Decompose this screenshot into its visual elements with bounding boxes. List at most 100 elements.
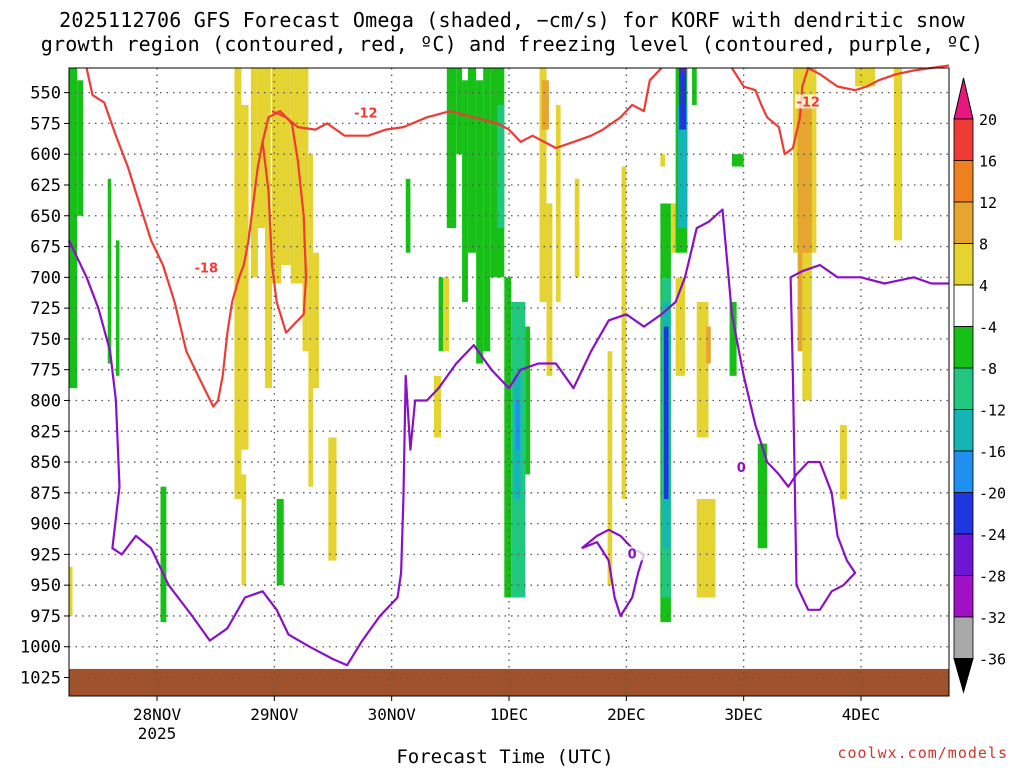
y-tick-label-775: 775 xyxy=(30,361,61,381)
grid xyxy=(69,68,949,696)
colorbar-label-10: -24 xyxy=(979,526,1006,544)
omega-cell-4 xyxy=(160,486,167,623)
omega-cell-53 xyxy=(660,154,666,167)
dendritic-snow-growth-far-right-label-bg xyxy=(795,94,822,109)
x-tick-sublabel-28NOV: 2025 xyxy=(138,724,177,743)
y-tick-label-725: 725 xyxy=(30,299,61,319)
colorbar-label-2: 12 xyxy=(979,194,997,212)
omega-cell-12 xyxy=(271,68,282,284)
colorbar-bin-4 xyxy=(953,243,974,286)
omega-cell-51 xyxy=(679,68,687,130)
omega-cell-19 xyxy=(276,498,284,586)
y-tick-label-1025: 1025 xyxy=(20,669,61,689)
omega-cell-41 xyxy=(574,178,580,278)
omega-cell-18 xyxy=(328,437,337,561)
title-line-2: growth region (contoured, red, ºC) and f… xyxy=(40,32,984,56)
omega-cell-0 xyxy=(69,68,78,389)
omega-cell-54 xyxy=(675,277,685,376)
colorbar-label-7: -12 xyxy=(979,402,1006,420)
title-line-1: 2025112706 GFS Forecast Omega (shaded, −… xyxy=(59,8,965,32)
y-tick-label-675: 675 xyxy=(30,238,61,258)
colorbar-bin-3 xyxy=(953,201,974,244)
credit-link[interactable]: coolwx.com/models xyxy=(837,744,1008,762)
colorbar-bottom-arrow xyxy=(953,658,974,694)
omega-cell-17 xyxy=(313,252,319,389)
omega-cell-50 xyxy=(677,104,688,229)
omega-cell-28 xyxy=(476,80,484,364)
colorbar-label-0: 20 xyxy=(979,111,997,129)
y-tick-label-600: 600 xyxy=(30,145,61,165)
x-axis-label: Forecast Time (UTC) xyxy=(396,746,614,768)
y-tick-label-550: 550 xyxy=(30,84,61,104)
colorbar-label-12: -32 xyxy=(979,609,1006,627)
omega-cell-14 xyxy=(290,68,303,284)
colorbar-label-6: -8 xyxy=(979,360,997,378)
y-tick-label-625: 625 xyxy=(30,176,61,196)
dendritic-snow-growth-right-label-bg xyxy=(352,105,379,120)
colorbar-label-9: -20 xyxy=(979,485,1006,503)
omega-cell-23 xyxy=(555,104,561,302)
y-tick-label-975: 975 xyxy=(30,607,61,627)
colorbar-bin-5 xyxy=(953,284,974,327)
y-tick-label-575: 575 xyxy=(30,114,61,134)
omega-cell-21 xyxy=(546,203,553,376)
omega-cell-62 xyxy=(757,443,768,549)
x-tick-label-30NOV: 30NOV xyxy=(368,705,417,724)
omega-cell-60 xyxy=(731,154,744,167)
x-tick-label-28NOV: 28NOV xyxy=(133,705,182,724)
colorbar-label-8: -16 xyxy=(979,443,1006,461)
omega-cell-5 xyxy=(69,566,73,616)
omega-cell-3 xyxy=(115,240,120,376)
colorbar-bin-1 xyxy=(953,118,974,161)
omega-cell-20 xyxy=(539,68,547,302)
omega-cell-39 xyxy=(433,375,441,438)
omega-cell-40 xyxy=(443,277,450,352)
omega-cell-47 xyxy=(663,326,669,499)
y-tick-label-650: 650 xyxy=(30,207,61,227)
y-tick-label-750: 750 xyxy=(30,330,61,350)
omega-cell-9 xyxy=(250,68,258,278)
omega-cell-2 xyxy=(107,178,112,364)
y-tick-label-875: 875 xyxy=(30,484,61,504)
colorbar-bin-2 xyxy=(953,160,974,203)
omega-cell-24 xyxy=(446,68,457,229)
x-tick-label-1DEC: 1DEC xyxy=(490,705,529,724)
colorbar-label-5: -4 xyxy=(979,319,997,337)
x-tick-label-29NOV: 29NOV xyxy=(250,705,299,724)
freezing-level xyxy=(68,208,949,667)
dendritic-snow-growth-far-right xyxy=(730,64,950,156)
colorbar-bin-6 xyxy=(953,326,974,369)
omega-cell-42 xyxy=(621,166,627,499)
omega-cell-48 xyxy=(670,203,677,253)
dendritic-snow-growth-right xyxy=(271,67,663,150)
freezing-level-loop-label: 0 xyxy=(628,547,637,562)
omega-cell-8 xyxy=(241,474,247,586)
freezing-level-label-bg xyxy=(728,460,755,475)
omega-cell-29 xyxy=(483,68,491,352)
dendritic-snow-growth-left-label: -18 xyxy=(195,262,219,277)
omega-cell-35 xyxy=(516,400,520,450)
freezing-level-label: 0 xyxy=(737,461,746,476)
omega-cell-1 xyxy=(77,80,84,216)
omega-cell-32 xyxy=(504,277,512,598)
y-tick-label-900: 900 xyxy=(30,515,61,535)
colorbar-label-13: -36 xyxy=(979,651,1006,669)
contours: -18 -12 -12 0 0 xyxy=(68,64,950,667)
colorbar-top-arrow xyxy=(953,77,974,120)
omega-cell-16 xyxy=(308,154,314,487)
y-tick-label-925: 925 xyxy=(30,545,61,565)
chart-title: 2025112706 GFS Forecast Omega (shaded, −… xyxy=(0,8,1024,56)
omega-cell-36 xyxy=(525,326,531,475)
y-tick-label-850: 850 xyxy=(30,453,61,473)
omega-cell-11 xyxy=(264,228,272,389)
freezing-level-loop-label-bg xyxy=(619,546,646,561)
omega-cell-38 xyxy=(438,277,444,352)
omega-cell-59 xyxy=(692,68,697,105)
y-tick-label-700: 700 xyxy=(30,268,61,288)
omega-cell-57 xyxy=(701,498,716,598)
colorbar: 20 16 12 8 4 -4 -8 -12 -16 -20 -24 -28 -32 -36 xyxy=(953,77,1006,694)
colorbar-bin-9 xyxy=(953,450,974,493)
omega-cell-31 xyxy=(497,104,505,229)
